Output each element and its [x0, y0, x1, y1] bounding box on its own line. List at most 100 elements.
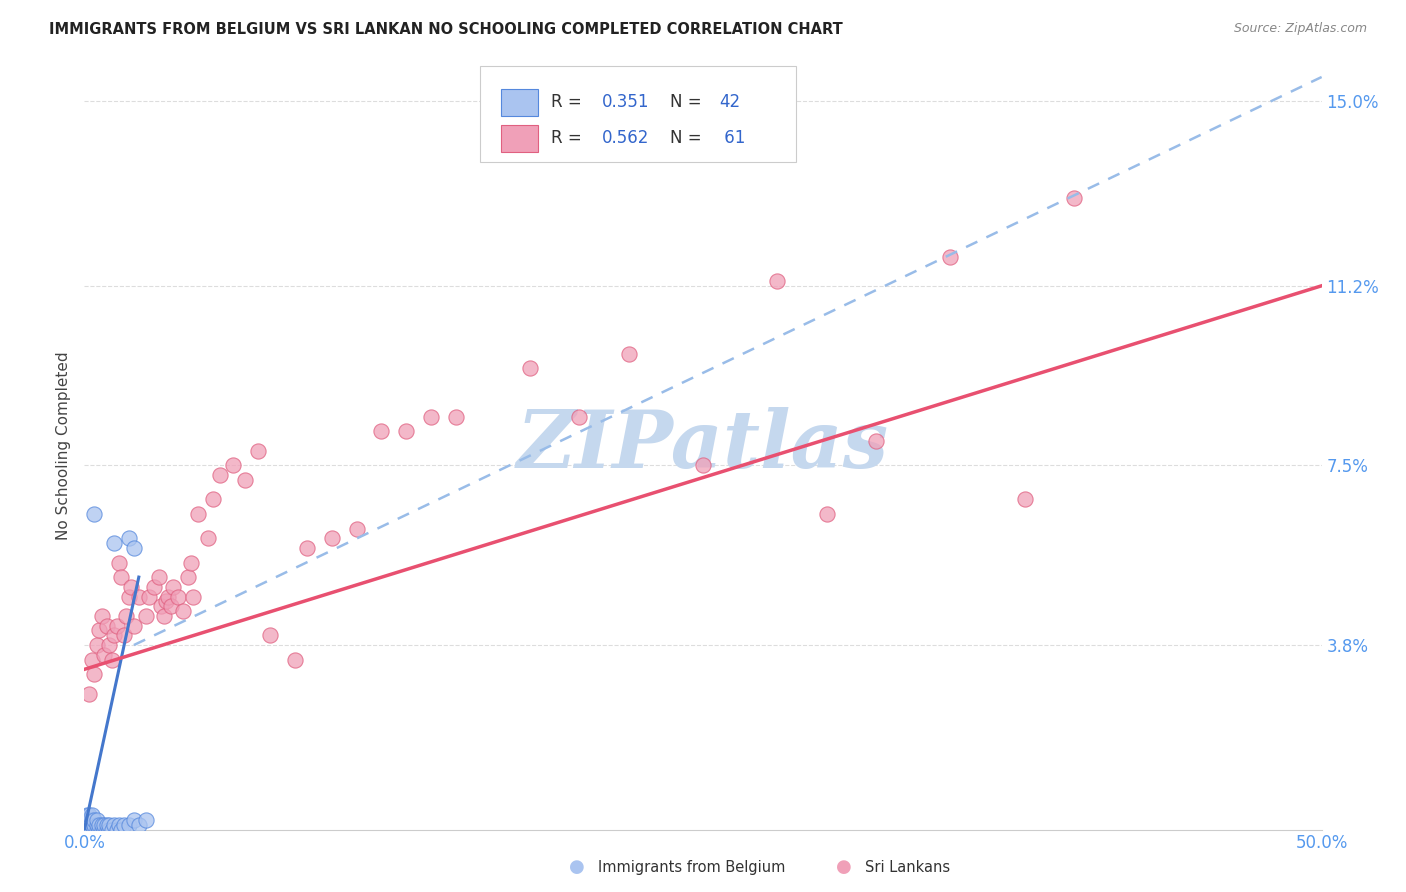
Y-axis label: No Schooling Completed: No Schooling Completed	[56, 351, 72, 541]
Point	[295, 541, 318, 555]
Point	[103, 818, 125, 832]
Point	[90, 818, 112, 832]
Point	[118, 590, 141, 604]
Point	[90, 822, 112, 837]
Point	[98, 822, 121, 837]
Point	[128, 590, 150, 604]
Point	[76, 808, 98, 822]
Text: 0.351: 0.351	[602, 94, 650, 112]
Point	[100, 652, 122, 666]
Point	[1014, 492, 1036, 507]
Point	[83, 813, 105, 827]
Point	[98, 638, 121, 652]
Point	[766, 274, 789, 288]
Point	[155, 594, 177, 608]
Point	[89, 624, 111, 638]
Point	[96, 818, 118, 832]
Point	[80, 808, 103, 822]
Point	[692, 458, 714, 473]
Point	[135, 609, 157, 624]
Text: ●: ●	[835, 858, 852, 876]
Text: N =: N =	[669, 129, 706, 147]
Point	[93, 818, 115, 832]
Text: ●: ●	[568, 858, 585, 876]
Point	[79, 687, 101, 701]
Point	[86, 822, 108, 837]
Point	[419, 409, 441, 424]
Point	[86, 818, 108, 832]
Point	[259, 628, 281, 642]
Point	[120, 580, 142, 594]
Point	[128, 818, 150, 832]
Point	[90, 609, 112, 624]
Point	[112, 628, 135, 642]
Point	[122, 541, 145, 555]
Point	[519, 361, 541, 376]
Text: R =: R =	[551, 94, 586, 112]
Point	[187, 507, 209, 521]
Point	[148, 570, 170, 584]
Text: 42: 42	[718, 94, 740, 112]
Point	[172, 604, 194, 618]
Point	[162, 580, 184, 594]
Point	[118, 818, 141, 832]
Point	[197, 531, 219, 545]
Point	[444, 409, 467, 424]
FancyBboxPatch shape	[481, 66, 796, 162]
Text: ZIPatlas: ZIPatlas	[517, 408, 889, 484]
Point	[222, 458, 245, 473]
Point	[152, 609, 174, 624]
Point	[80, 813, 103, 827]
Point	[177, 570, 200, 584]
Point	[115, 609, 138, 624]
Point	[83, 822, 105, 837]
Point	[79, 808, 101, 822]
Point	[103, 628, 125, 642]
Point	[118, 531, 141, 545]
Point	[370, 425, 392, 439]
Point	[321, 531, 343, 545]
Point	[79, 813, 101, 827]
Point	[150, 599, 173, 614]
Point	[209, 468, 232, 483]
Point	[86, 813, 108, 827]
Point	[122, 618, 145, 632]
Point	[160, 599, 183, 614]
Point	[939, 250, 962, 264]
Point	[122, 813, 145, 827]
Point	[76, 822, 98, 837]
Point	[157, 590, 180, 604]
Point	[80, 822, 103, 837]
Point	[346, 522, 368, 536]
Point	[105, 618, 128, 632]
Point	[76, 818, 98, 832]
Point	[395, 425, 418, 439]
Point	[83, 818, 105, 832]
Point	[142, 580, 165, 594]
Point	[103, 536, 125, 550]
Point	[202, 492, 225, 507]
Text: Immigrants from Belgium: Immigrants from Belgium	[598, 860, 785, 874]
Point	[110, 570, 132, 584]
Point	[93, 822, 115, 837]
Point	[233, 473, 256, 487]
Point	[89, 822, 111, 837]
Text: R =: R =	[551, 129, 586, 147]
Point	[108, 818, 131, 832]
Point	[617, 347, 640, 361]
Point	[83, 667, 105, 681]
Point	[96, 618, 118, 632]
Point	[1063, 191, 1085, 205]
Point	[135, 813, 157, 827]
Point	[865, 434, 887, 449]
Point	[80, 818, 103, 832]
Point	[815, 507, 838, 521]
Point	[93, 648, 115, 662]
Point	[284, 652, 307, 666]
Point	[96, 822, 118, 837]
Point	[568, 409, 591, 424]
Point	[105, 822, 128, 837]
Point	[181, 590, 204, 604]
Point	[79, 818, 101, 832]
Text: IMMIGRANTS FROM BELGIUM VS SRI LANKAN NO SCHOOLING COMPLETED CORRELATION CHART: IMMIGRANTS FROM BELGIUM VS SRI LANKAN NO…	[49, 22, 844, 37]
